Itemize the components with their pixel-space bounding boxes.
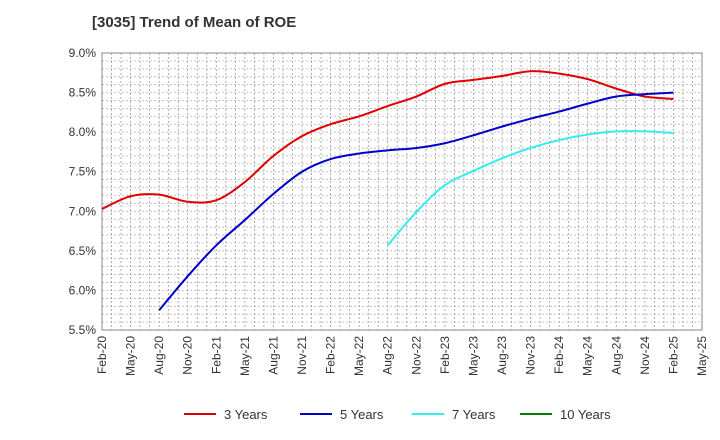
- x-tick-label: Aug-22: [381, 336, 395, 375]
- y-tick-label: 6.0%: [69, 283, 97, 297]
- y-tick-label: 5.5%: [69, 323, 97, 337]
- legend-label: 3 Years: [224, 407, 268, 422]
- x-tick-label: May-23: [466, 336, 480, 376]
- x-tick-label: May-20: [124, 336, 138, 376]
- x-tick-label: Nov-22: [409, 336, 423, 375]
- y-tick-label: 7.5%: [69, 165, 97, 179]
- x-tick-label: Feb-21: [209, 336, 223, 374]
- x-tick-label: Nov-21: [295, 336, 309, 375]
- legend-label: 10 Years: [560, 407, 611, 422]
- series-line-5-years: [158, 91, 674, 311]
- y-tick-label: 6.5%: [69, 244, 97, 258]
- plot-area: [102, 53, 702, 330]
- x-tick-label: Nov-24: [638, 336, 652, 375]
- x-tick-label: Aug-21: [266, 336, 280, 375]
- x-tick-label: Feb-20: [95, 336, 109, 374]
- x-tick-label: Feb-24: [552, 336, 566, 374]
- y-tick-label: 8.5%: [69, 86, 97, 100]
- axes: 5.5% 6.0% 6.5% 7.0% 7.5% 8.0% 8.5% 9.0% Feb-20 Ma…: [69, 46, 709, 376]
- y-tick-label: 8.0%: [69, 125, 97, 139]
- x-tick-label: Aug-20: [152, 336, 166, 375]
- plot-frame: [101, 52, 703, 331]
- y-tick-label: 7.0%: [69, 204, 97, 218]
- chart-title: [3035] Trend of Mean of ROE: [92, 14, 297, 31]
- x-tick-label: Aug-24: [609, 336, 623, 375]
- legend-label: 7 Years: [452, 407, 496, 422]
- x-tick-label: Feb-25: [666, 336, 680, 374]
- legend: 3 Years 5 Years 7 Years 10 Years: [184, 407, 611, 422]
- x-tick-label: Feb-23: [438, 336, 452, 374]
- x-tick-label: Nov-23: [524, 336, 538, 375]
- x-tick-label: Nov-20: [181, 336, 195, 375]
- series-line-3-years: [101, 70, 674, 210]
- x-tick-label: May-24: [581, 336, 595, 376]
- legend-label: 5 Years: [340, 407, 384, 422]
- x-tick-label: May-21: [238, 336, 252, 376]
- x-tick-label: May-25: [695, 336, 709, 376]
- grid: [102, 53, 702, 330]
- x-tick-label: Aug-23: [495, 336, 509, 375]
- series-line-7-years: [386, 130, 674, 246]
- x-tick-label: Feb-22: [324, 336, 338, 374]
- x-tick-label: May-22: [352, 336, 366, 376]
- series: [101, 70, 674, 311]
- y-tick-label: 9.0%: [69, 46, 97, 60]
